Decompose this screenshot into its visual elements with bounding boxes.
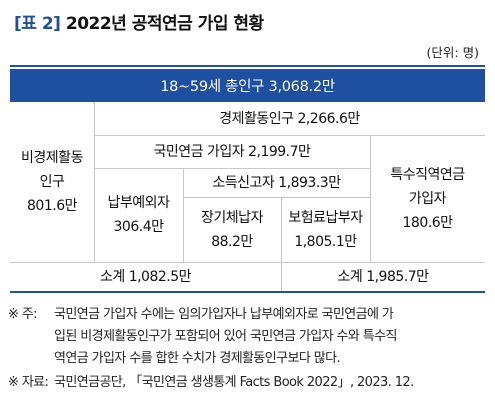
note-text-1: 국민연금 가입자 수에는 임의가입자나 납부예외자로 국민연금에 가 — [54, 307, 394, 322]
table-top-rule — [10, 65, 485, 67]
note-line-1: ※ 주: 국민연금 가입자 수에는 임의가입자나 납부예외자로 국민연금에 가 — [8, 304, 394, 326]
non-economic-cell: 비경제활동 인구 801.6만 — [10, 102, 94, 262]
table-bottom-rule — [10, 291, 485, 293]
source-text: 국민연금공단, 「국민연금 생생통계 Facts Book 2022」, 202… — [54, 375, 414, 390]
subtotal-right-cell: 소계 1,985.7만 — [337, 268, 429, 285]
table-title: [표 2] 2022년 공적연금 가입 현황 — [14, 9, 264, 34]
income-reporters-cell: 소득신고자 1,893.3만 — [212, 174, 341, 191]
special-occupation-value: 180.6만 — [402, 214, 453, 231]
long-term-delinquent-cell: 장기체납자 88.2만 — [183, 197, 281, 262]
divider — [94, 135, 485, 136]
divider — [281, 262, 282, 291]
divider — [183, 197, 370, 198]
table-banner: 18~59세 총인구 3,068.2만 — [10, 69, 485, 102]
note-text-3: 역연금 가입자 수를 합한 수치가 경제활동인구보다 많다. — [54, 351, 341, 366]
special-occupation-label-line1: 특수직역연금 — [390, 166, 465, 183]
divider — [183, 168, 184, 262]
divider — [94, 168, 370, 169]
table-title-text: 2022년 공적연금 가입 현황 — [65, 14, 264, 34]
note-mark: ※ 주: — [8, 307, 38, 322]
special-occupation-cell: 특수직역연금 가입자 180.6만 — [370, 135, 485, 262]
premium-payers-label: 보험료납부자 — [288, 209, 363, 226]
source-line: ※ 자료: 국민연금공단, 「국민연금 생생통계 Facts Book 2022」… — [8, 372, 414, 394]
unit-label: (단위: 명) — [426, 45, 479, 60]
divider — [281, 197, 282, 262]
premium-payers-cell: 보험료납부자 1,805.1만 — [281, 197, 370, 262]
non-economic-label-line1: 비경제활동 — [21, 150, 83, 166]
non-economic-value: 801.6만 — [27, 198, 77, 214]
non-economic-label-line2: 인구 — [39, 174, 65, 190]
divider — [370, 135, 371, 262]
payment-exempt-cell: 납부예외자 306.4만 — [94, 168, 183, 262]
payment-exempt-label: 납부예외자 — [107, 195, 170, 211]
premium-payers-value: 1,805.1만 — [294, 233, 357, 250]
divider — [94, 102, 95, 262]
subtotal-left-cell: 소계 1,082.5만 — [99, 268, 192, 285]
source-mark: ※ 자료: — [8, 375, 49, 390]
long-term-delinquent-label: 장기체납자 — [201, 209, 263, 226]
table-number: [표 2] — [14, 14, 61, 34]
long-term-delinquent-value: 88.2만 — [211, 233, 253, 250]
npc-subscribers-cell: 국민연금 가입자 2,199.7만 — [153, 143, 311, 160]
special-occupation-label-line2: 가입자 — [408, 190, 447, 207]
economic-cell: 경제활동인구 2,266.6만 — [219, 110, 360, 127]
payment-exempt-value: 306.4만 — [113, 219, 164, 235]
note-text-2: 입된 비경제활동인구가 포함되어 있어 국민연금 가입자 수와 특수직 — [54, 329, 397, 344]
divider — [10, 262, 485, 263]
